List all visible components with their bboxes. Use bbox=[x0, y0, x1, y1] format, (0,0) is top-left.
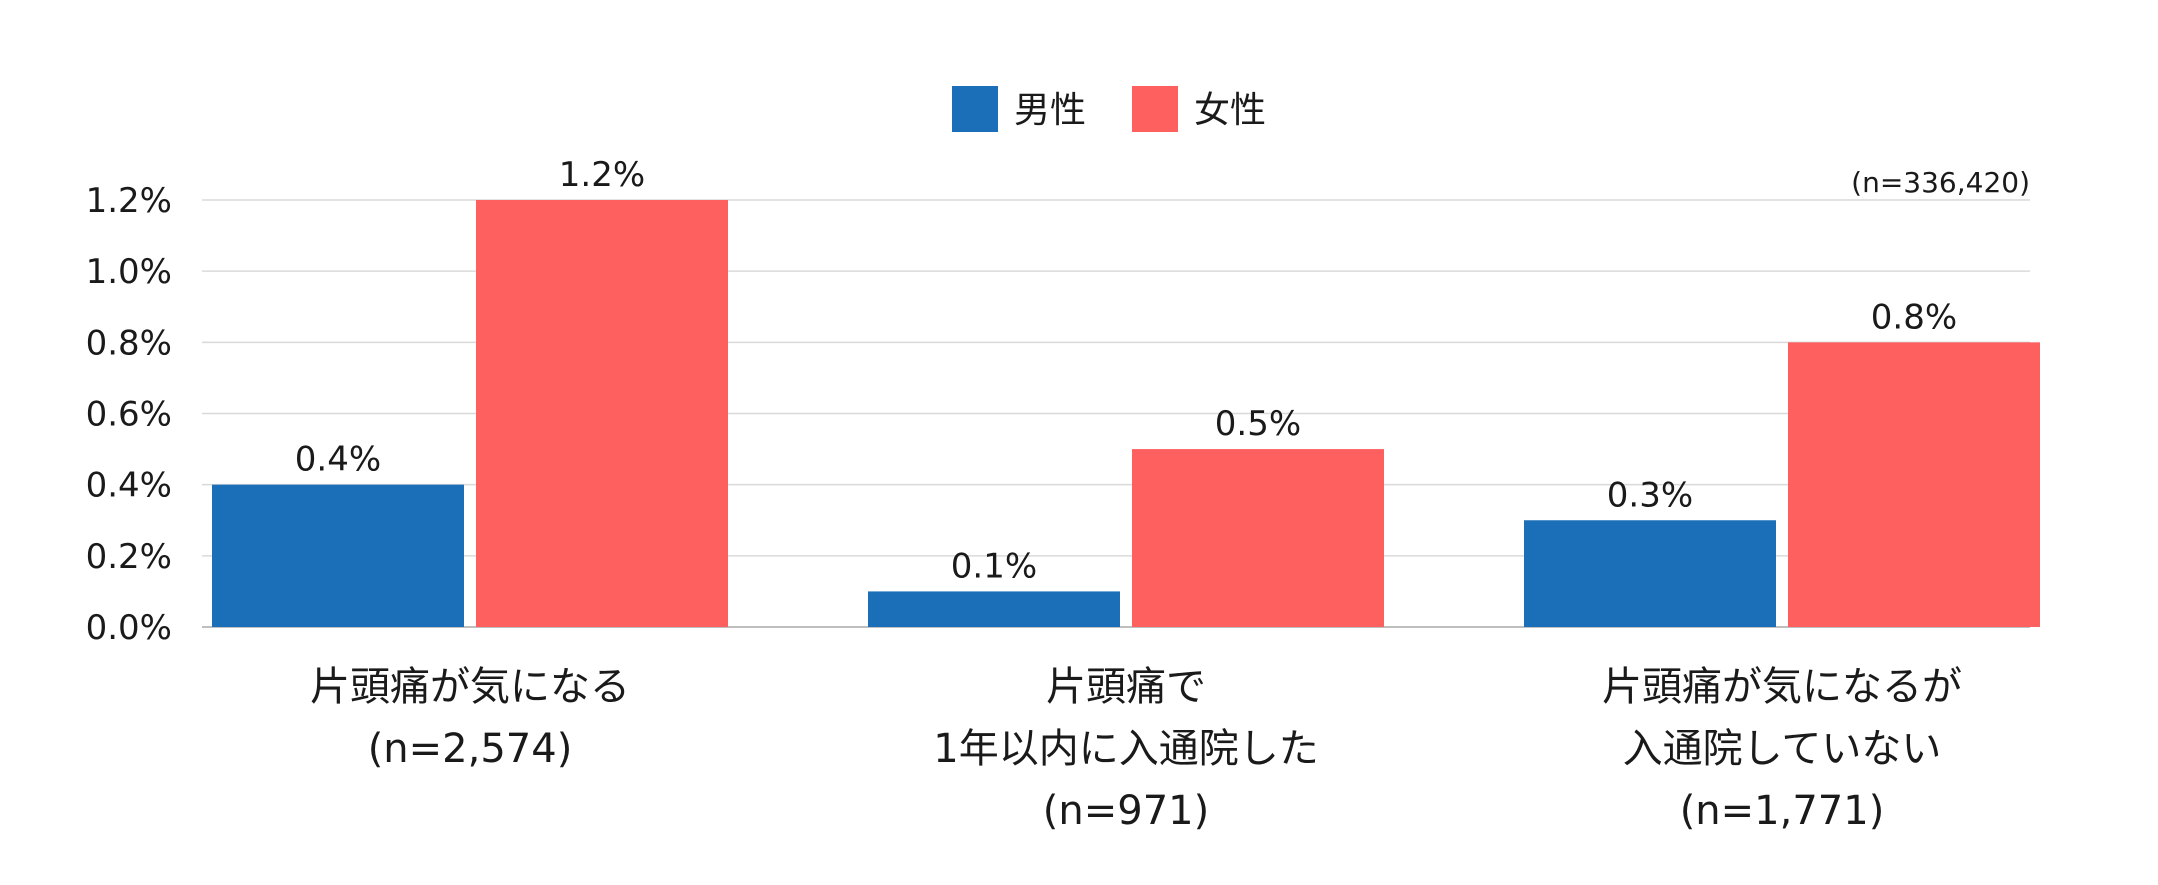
y-axis: 0.0% 0.2% 0.4% 0.6% 0.8% 1.0% 1.2% bbox=[86, 181, 172, 648]
data-label: 0.4% bbox=[295, 440, 381, 480]
category-label: (n=971) bbox=[1043, 788, 1209, 834]
bar-male bbox=[868, 591, 1120, 627]
bar-female bbox=[476, 200, 728, 627]
data-label: 0.3% bbox=[1607, 475, 1693, 515]
bar-male bbox=[212, 484, 464, 627]
category-label: (n=2,574) bbox=[368, 726, 573, 772]
legend-label: 男性 bbox=[1014, 90, 1086, 131]
legend-swatch-male bbox=[952, 86, 998, 132]
sample-size-note: (n=336,420) bbox=[1851, 166, 2030, 199]
y-tick-label: 0.6% bbox=[86, 395, 172, 435]
category-label: 片頭痛が気になる bbox=[310, 664, 630, 710]
bars bbox=[212, 200, 2040, 627]
y-tick-label: 1.0% bbox=[86, 252, 172, 292]
data-label: 0.8% bbox=[1871, 297, 1957, 337]
bar-male bbox=[1524, 520, 1776, 627]
legend-label: 女性 bbox=[1194, 90, 1266, 131]
category-label: 1年以内に入通院した bbox=[933, 726, 1318, 772]
y-tick-label: 0.2% bbox=[86, 537, 172, 577]
x-axis: 片頭痛が気になる (n=2,574) 片頭痛で 1年以内に入通院した (n=971) 片頭… bbox=[310, 664, 1962, 834]
y-tick-label: 0.8% bbox=[86, 323, 172, 363]
data-label: 0.1% bbox=[951, 546, 1037, 586]
y-tick-label: 0.4% bbox=[86, 466, 172, 506]
category-label: 入通院していない bbox=[1623, 726, 1942, 772]
bar-female bbox=[1132, 449, 1384, 627]
category-label: (n=1,771) bbox=[1680, 788, 1885, 834]
category-label: 片頭痛で bbox=[1046, 664, 1206, 710]
legend: 男性 女性 bbox=[952, 86, 1266, 132]
y-tick-label: 1.2% bbox=[86, 181, 172, 221]
y-tick-label: 0.0% bbox=[86, 608, 172, 648]
category-label: 片頭痛が気になるが bbox=[1602, 664, 1962, 710]
bar-female bbox=[1788, 342, 2040, 627]
data-label: 1.2% bbox=[559, 155, 645, 195]
data-labels: 0.4% 0.1% 0.3% 1.2% 0.5% 0.8% bbox=[295, 155, 1957, 586]
data-label: 0.5% bbox=[1215, 404, 1301, 444]
legend-swatch-female bbox=[1132, 86, 1178, 132]
